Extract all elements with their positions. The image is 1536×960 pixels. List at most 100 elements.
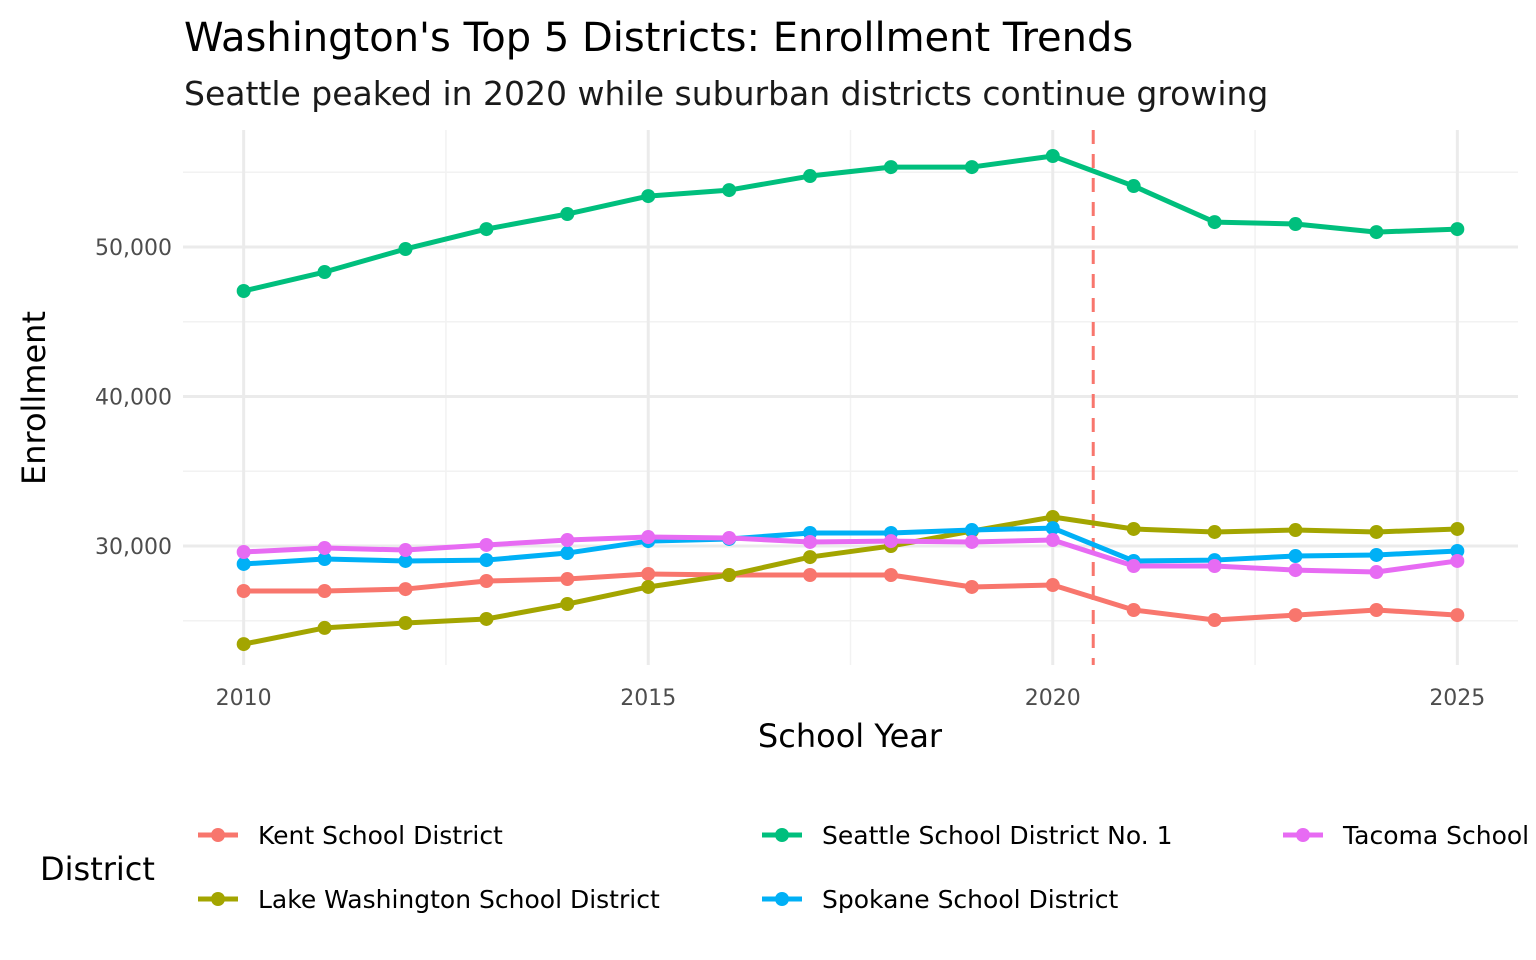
legend-key-point [211, 828, 225, 842]
legend-key-point [775, 892, 789, 906]
legend-key-point [775, 828, 789, 842]
legend-label: Spokane School District [822, 885, 1118, 914]
data-point [1207, 215, 1222, 230]
data-point [1450, 521, 1465, 536]
series-lake-washington-school-district [236, 510, 1465, 652]
data-point [964, 579, 979, 594]
data-point [560, 207, 575, 222]
data-point [317, 540, 332, 555]
data-point [398, 582, 413, 597]
data-point [479, 553, 494, 568]
y-axis-title: Enrollment [15, 311, 53, 485]
data-point [398, 553, 413, 568]
data-point [1288, 608, 1303, 623]
data-point [1045, 578, 1060, 593]
data-point [1045, 533, 1060, 548]
series-seattle-school-district-no-1 [236, 149, 1465, 298]
x-axis-title: School Year [758, 717, 943, 755]
data-point [317, 584, 332, 599]
data-point [1207, 613, 1222, 628]
data-point [964, 160, 979, 175]
data-point [1126, 521, 1141, 536]
data-point [1369, 602, 1384, 617]
data-point [398, 241, 413, 256]
y-tick-label: 40,000 [95, 386, 172, 411]
y-axis: 30,000 40,000 50,000 [95, 236, 172, 560]
x-tick-label: 2010 [216, 686, 272, 711]
data-point [1369, 225, 1384, 240]
data-point [964, 523, 979, 538]
data-point [479, 611, 494, 626]
data-point [803, 568, 818, 583]
data-point [560, 533, 575, 548]
data-point [1369, 547, 1384, 562]
legend-key-point [211, 892, 225, 906]
legend: Kent School District Lake Washington Scho… [198, 821, 1536, 914]
data-point [1045, 521, 1060, 536]
y-tick-label: 50,000 [95, 236, 172, 261]
legend-title: District [40, 850, 155, 888]
data-point [317, 552, 332, 567]
data-point [1450, 222, 1465, 237]
data-point [641, 566, 656, 581]
series-line [243, 514, 1458, 647]
series-line [243, 534, 1458, 575]
data-point [1450, 543, 1465, 558]
data-point [722, 530, 737, 545]
data-point [803, 169, 818, 184]
series-kent-school-district [236, 566, 1465, 628]
data-point [1369, 565, 1384, 580]
data-point [803, 534, 818, 549]
legend-item: Spokane School District [762, 885, 1118, 914]
data-point [560, 572, 575, 587]
data-point [317, 620, 332, 635]
data-point [1045, 149, 1060, 164]
data-point [641, 530, 656, 545]
data-point [236, 544, 251, 559]
data-point [560, 597, 575, 612]
legend-item: Lake Washington School District [198, 885, 660, 914]
data-point [317, 265, 332, 280]
series-line [243, 571, 1458, 623]
data-point [1450, 608, 1465, 623]
data-point [964, 534, 979, 549]
data-point [883, 568, 898, 583]
data-point [641, 579, 656, 594]
series-line [243, 153, 1458, 294]
legend-item: Kent School District [198, 821, 503, 850]
data-point [479, 537, 494, 552]
chart-title: Washington's Top 5 Districts: Enrollment… [184, 15, 1133, 61]
x-axis: 2010 2015 2020 2025 [216, 686, 1486, 711]
x-tick-label: 2020 [1025, 686, 1081, 711]
data-point [1126, 602, 1141, 617]
data-point [1369, 524, 1384, 539]
data-point [1126, 559, 1141, 574]
legend-key-point [1296, 828, 1310, 842]
legend-label: Tacoma School District [1342, 821, 1536, 850]
data-point [236, 556, 251, 571]
data-point [236, 283, 251, 298]
data-point [236, 584, 251, 599]
data-point [1450, 553, 1465, 568]
data-point [398, 615, 413, 630]
data-point [398, 543, 413, 558]
data-point [236, 637, 251, 652]
y-tick-label: 30,000 [95, 535, 172, 560]
data-point [641, 189, 656, 204]
data-point [883, 534, 898, 549]
series-group [236, 149, 1465, 652]
series-tacoma-school-district [236, 530, 1465, 580]
legend-item: Tacoma School District [1283, 821, 1536, 850]
legend-label: Kent School District [258, 821, 503, 850]
chart-subtitle: Seattle peaked in 2020 while suburban di… [184, 74, 1268, 113]
grid [183, 130, 1518, 665]
data-point [479, 573, 494, 588]
legend-label: Seattle School District No. 1 [822, 821, 1173, 850]
data-point [1288, 563, 1303, 578]
x-tick-label: 2025 [1429, 686, 1485, 711]
data-point [1288, 549, 1303, 564]
legend-item: Seattle School District No. 1 [762, 821, 1173, 850]
data-point [560, 546, 575, 561]
data-point [479, 222, 494, 237]
